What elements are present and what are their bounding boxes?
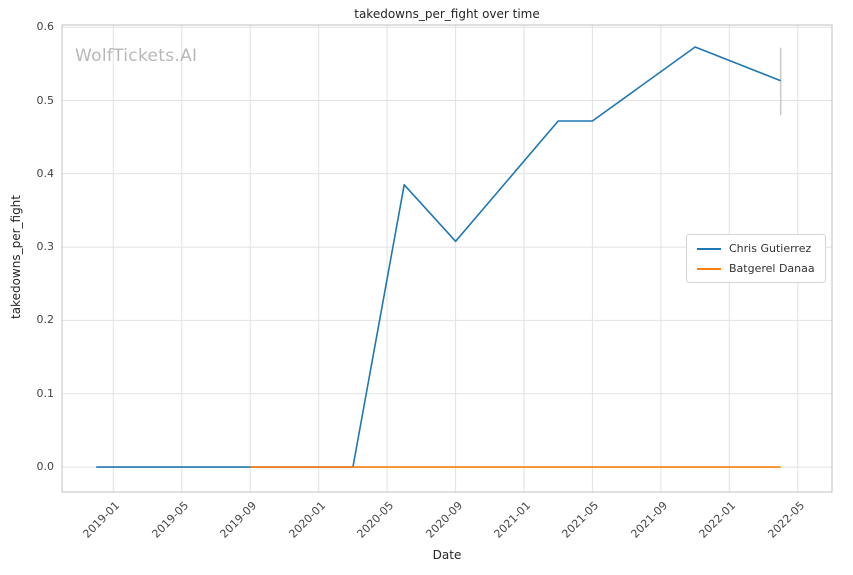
legend-label: Chris Gutierrez xyxy=(729,242,812,255)
chart-title: takedowns_per_fight over time xyxy=(354,7,540,21)
legend-line-swatch xyxy=(697,267,721,270)
legend-item-batgerel-danaa: Batgerel Danaa xyxy=(697,262,815,275)
legend-item-chris-gutierrez: Chris Gutierrez xyxy=(697,242,815,255)
x-axis-label: Date xyxy=(432,548,462,562)
y-tick-label: 0.4 xyxy=(36,167,55,180)
y-axis-label: takedowns_per_fight xyxy=(9,195,23,320)
series-line-chris-gutierrez xyxy=(96,46,781,468)
y-tick-label: 0.3 xyxy=(36,240,55,253)
y-tick-label: 0.0 xyxy=(36,460,55,473)
legend: Chris Gutierrez Batgerel Danaa xyxy=(686,234,826,283)
y-tick-label: 0.5 xyxy=(36,94,55,107)
legend-line-swatch xyxy=(697,247,721,250)
watermark: WolfTickets.AI xyxy=(75,46,198,66)
y-tick-label: 0.2 xyxy=(36,313,55,326)
y-tick-label: 0.6 xyxy=(36,20,55,33)
plot-border xyxy=(61,24,833,493)
legend-label: Batgerel Danaa xyxy=(729,262,815,275)
y-tick-label: 0.1 xyxy=(36,387,55,400)
